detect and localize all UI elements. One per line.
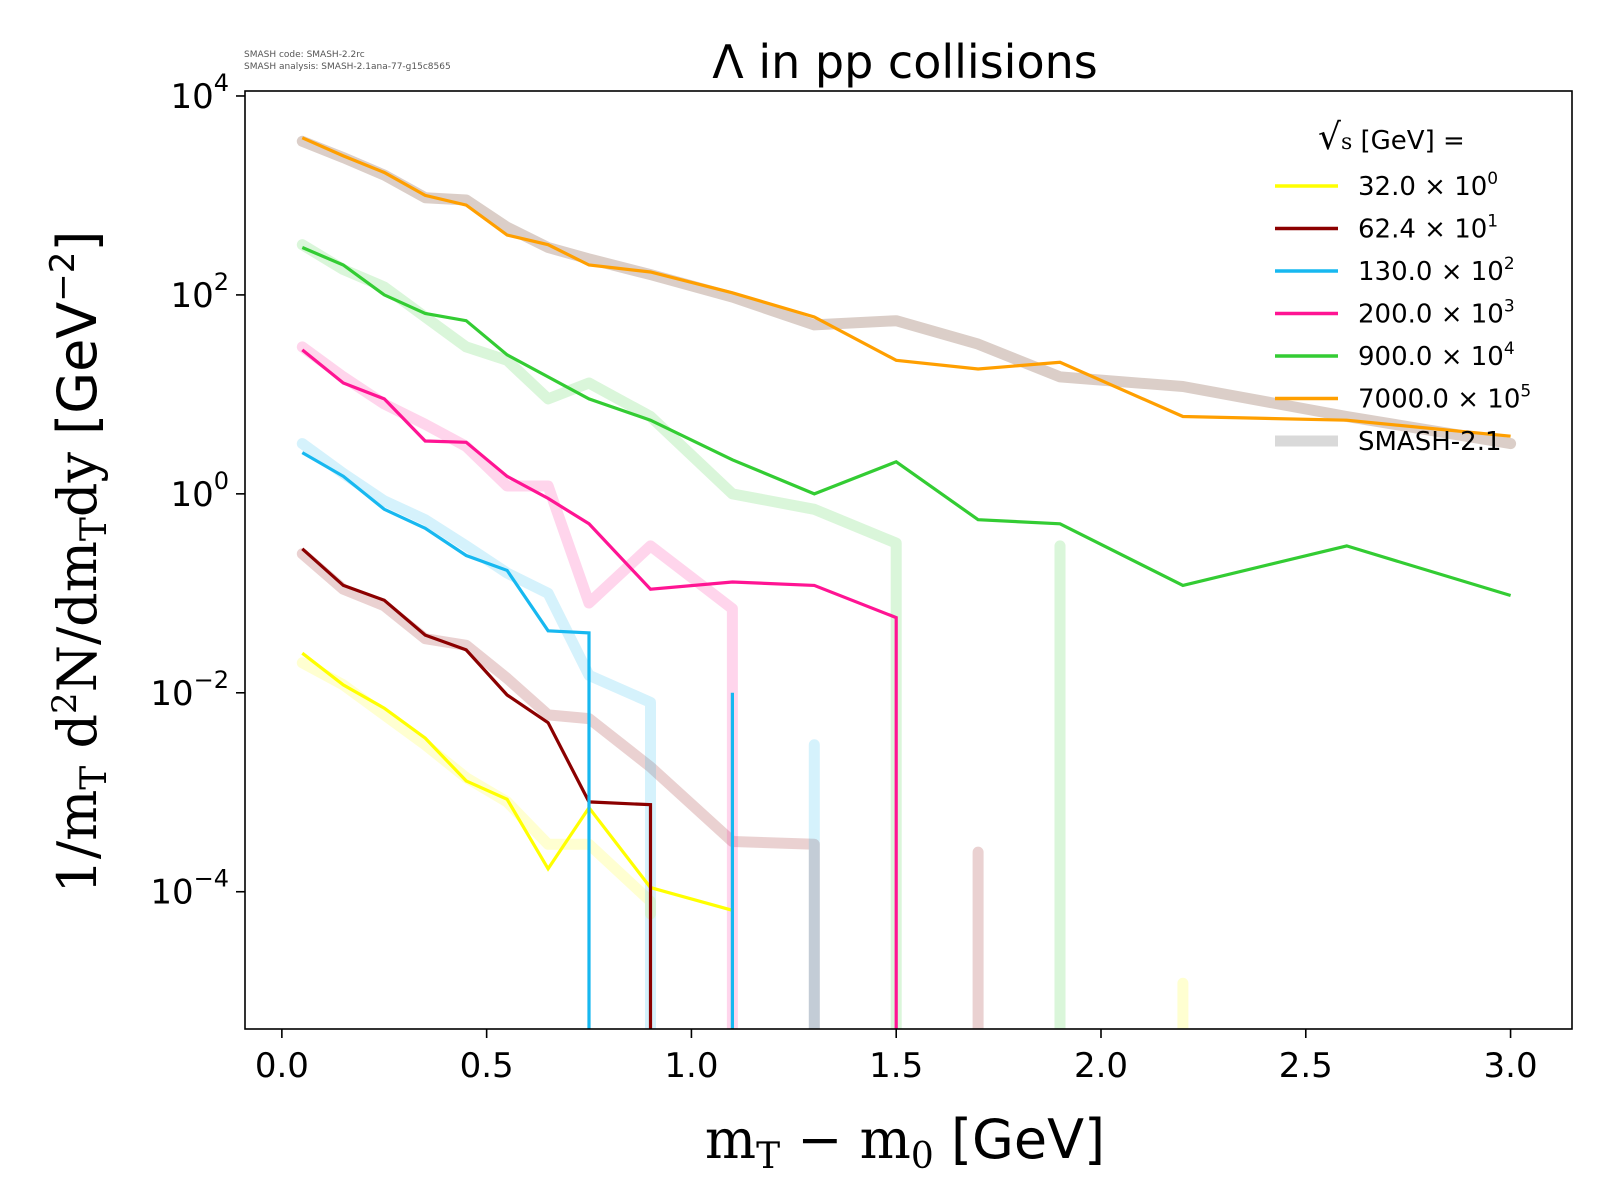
y-axis: 104 102 100 10−2 10−4 xyxy=(150,69,245,913)
x-tick-label: 0.5 xyxy=(460,1046,514,1086)
x-tick-label: 1.5 xyxy=(869,1046,923,1086)
smash-code-version: SMASH code: SMASH-2.2rc xyxy=(244,50,365,60)
y-tick-label: 10−4 xyxy=(150,865,229,913)
x-axis-title: mT − m0 [GeV] xyxy=(705,1108,1105,1177)
series-line-2 xyxy=(301,547,653,1029)
chart-title: Λ in pp collisions xyxy=(712,35,1097,89)
legend: √s [GeV] = 32.0 × 100 62.4 × 101 130.0 × 1… xyxy=(1275,117,1531,457)
smash-curve-2 xyxy=(296,548,984,1029)
x-tick-label: 1.0 xyxy=(664,1046,718,1086)
x-tick-label: 2.0 xyxy=(1074,1046,1128,1086)
series-line-1 xyxy=(301,651,733,912)
smash-curve-5 xyxy=(296,239,1066,1029)
series-line-5 xyxy=(301,246,1512,598)
series-line-3 xyxy=(301,451,734,1029)
y-tick-label: 10−2 xyxy=(150,666,229,714)
y-tick-label: 102 xyxy=(170,268,229,316)
legend-label-3: 130.0 × 102 xyxy=(1358,254,1515,287)
legend-label-2: 62.4 × 101 xyxy=(1358,212,1498,245)
legend-title: √s [GeV] = xyxy=(1318,117,1465,158)
series-line-4 xyxy=(301,348,898,1029)
legend-label-6: 7000.0 × 105 xyxy=(1358,382,1531,415)
x-tick-label: 0.0 xyxy=(255,1046,309,1086)
legend-label-smash: SMASH-2.1 xyxy=(1358,427,1502,457)
plot-frame xyxy=(244,90,1573,1030)
legend-label-5: 900.0 × 104 xyxy=(1358,339,1515,372)
legend-label-1: 32.0 × 100 xyxy=(1358,169,1498,202)
legend-label-4: 200.0 × 103 xyxy=(1358,297,1515,330)
data-curves xyxy=(301,136,1512,1029)
x-axis: 0.0 0.5 1.0 1.5 2.0 2.5 3.0 xyxy=(255,1029,1538,1086)
smash-curve-3 xyxy=(296,438,820,1029)
x-tick-label: 3.0 xyxy=(1484,1046,1538,1086)
svg-text:1/mT d2N/dmTdy [GeV−2]: 1/mT d2N/dmTdy [GeV−2] xyxy=(43,231,115,894)
series-line-6 xyxy=(301,136,1511,438)
y-tick-label: 100 xyxy=(170,467,229,515)
smash-analysis-version: SMASH analysis: SMASH-2.1ana-77-g15c8565 xyxy=(244,62,451,72)
x-tick-label: 2.5 xyxy=(1279,1046,1333,1086)
y-axis-title: 1/mT d2N/dmTdy [GeV−2] xyxy=(43,231,115,894)
y-tick-label: 104 xyxy=(170,69,229,117)
